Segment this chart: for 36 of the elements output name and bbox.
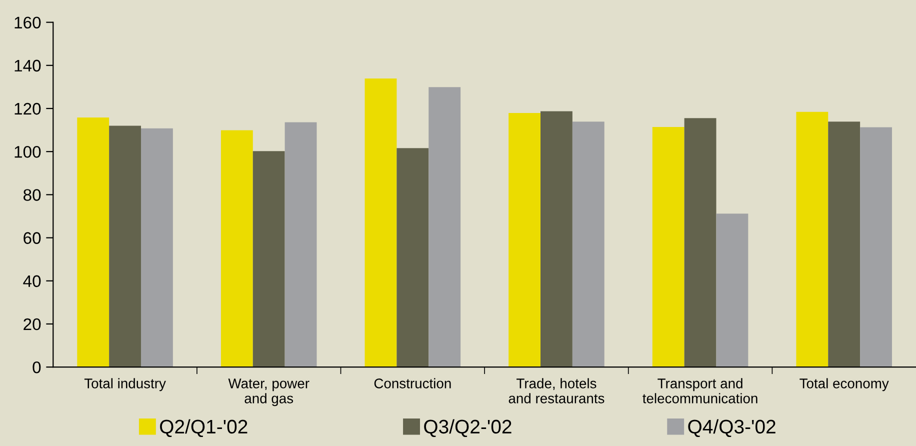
legend-label: Q3/Q2-'02 xyxy=(424,419,512,438)
x-tick-label: Construction xyxy=(374,378,451,388)
bar xyxy=(652,127,684,368)
y-tick-label: 60 xyxy=(24,232,41,244)
bar xyxy=(220,130,253,368)
bar xyxy=(109,126,141,368)
bar xyxy=(684,118,716,368)
y-tick-label: 160 xyxy=(14,16,41,29)
bar xyxy=(140,128,173,368)
y-tick-label: 100 xyxy=(14,146,41,158)
y-tick-label: 40 xyxy=(23,275,41,288)
bar xyxy=(284,122,317,368)
legend-label: Q2/Q1-'02 xyxy=(160,419,248,438)
bar xyxy=(77,118,110,368)
bar xyxy=(860,127,892,368)
bar xyxy=(540,111,572,368)
y-tick-label: 120 xyxy=(14,102,41,115)
bar xyxy=(572,122,604,368)
bar xyxy=(508,113,541,368)
y-tick-label: 20 xyxy=(24,318,41,330)
y-tick-label: 0 xyxy=(32,361,41,374)
x-tick-label: Total industry xyxy=(84,378,166,392)
bar xyxy=(428,87,461,368)
legend-label: Q4/Q3-'02 xyxy=(688,419,776,438)
bar xyxy=(716,214,748,368)
y-tick-label: 80 xyxy=(24,189,41,201)
bar xyxy=(828,122,860,368)
y-tick-label: 140 xyxy=(14,60,41,72)
x-tick-label: Water, power and gas xyxy=(228,378,310,406)
bar xyxy=(364,78,397,368)
bar xyxy=(252,151,285,368)
x-tick-label: Transport and telecommunication xyxy=(642,378,758,404)
bar xyxy=(796,112,828,368)
x-tick-label: Trade, hotels and restaurants xyxy=(508,378,604,404)
x-tick-label: Total economy xyxy=(800,378,889,392)
bar xyxy=(396,148,429,368)
